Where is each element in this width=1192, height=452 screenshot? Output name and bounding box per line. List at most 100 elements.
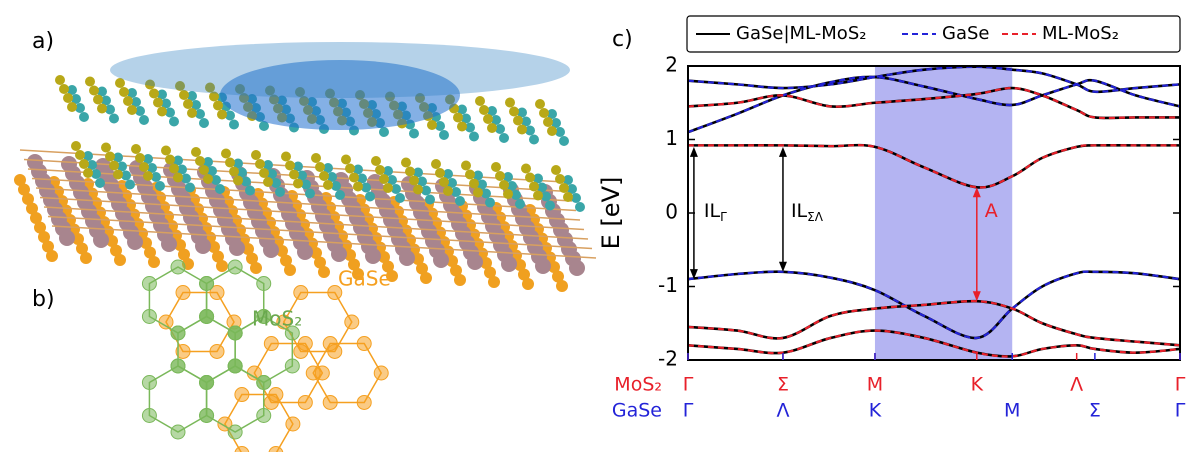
atom [395,193,405,203]
annotation-subscript: Γ [720,210,727,224]
atom [59,84,69,94]
atom [114,254,126,266]
atom [439,177,449,187]
y-tick-label: -1 [658,273,678,297]
atom [357,337,371,351]
atom [379,174,389,184]
x-tick-label: Σ [1089,400,1101,422]
atom [228,260,242,274]
x-tick-label: K [869,400,882,422]
atom [89,86,99,96]
atom [200,277,214,291]
charge-density [110,42,570,98]
atom [171,260,185,274]
atom [216,260,228,272]
y-axis-label: E [eV] [597,177,625,250]
atom [143,171,153,181]
atom [454,274,466,286]
atom [63,93,73,103]
atom [529,135,539,145]
atom [79,112,89,122]
atom [374,366,388,380]
atom [173,173,183,183]
atom [255,159,265,169]
atom [250,262,262,274]
atom [539,108,549,118]
atom [525,173,535,183]
atom [297,244,313,260]
atom [71,141,81,151]
atom [439,130,449,140]
atom [503,189,513,199]
atom [453,113,463,123]
atom [529,182,539,192]
atom [55,75,65,85]
x-row-label: GaSe [612,400,662,422]
panel-label: b) [32,287,55,312]
atom [123,96,133,106]
atom [142,277,156,291]
atom [375,165,385,175]
atom [345,164,355,174]
atom [469,132,479,142]
atom [228,359,242,373]
atom [157,107,167,117]
atom [323,180,333,190]
figure: a) b) c) GaSe MoS₂ -2-1012E [eV]MoS₂ΓΣMK… [0,0,1192,452]
atom [543,117,553,127]
atom [59,230,75,246]
atom [281,152,291,162]
atom [200,376,214,390]
atom [365,192,375,202]
atom [161,236,177,252]
atom [353,182,363,192]
atom [305,189,315,199]
atom [483,114,493,124]
x-tick-label: M [1004,400,1020,422]
atom [371,156,381,166]
atom [171,359,185,373]
atom [420,272,432,284]
atom [475,96,485,106]
atom [215,184,225,194]
atom [357,395,371,409]
atom [556,280,568,292]
atom [259,168,269,178]
x-tick-label: K [971,374,984,396]
atom [109,114,119,124]
atom [473,188,483,198]
atom [488,276,500,288]
atom [533,191,543,201]
atom [306,366,320,380]
atom [275,187,285,197]
atom [443,186,453,196]
atom [125,180,135,190]
atom [545,201,555,211]
atom [345,315,359,329]
atom [427,120,437,130]
atom [251,150,261,160]
atom [79,159,89,169]
atom [176,286,190,300]
atom [183,99,193,109]
atom [115,78,125,88]
atom [495,171,505,181]
x-tick-label: Γ [683,400,694,422]
y-tick-label: 0 [665,200,678,224]
x-tick-label: Γ [1175,400,1186,422]
atom [513,116,523,126]
atom [119,87,129,97]
atom [46,250,58,262]
annotation-text: IL [704,200,721,222]
atom [521,164,531,174]
atom [195,238,211,254]
atom [199,118,209,128]
atom [318,266,330,278]
atom [365,248,381,264]
x-tick-label: Σ [777,374,789,396]
atom [169,117,179,127]
atom [109,161,119,171]
annotation-label: A [985,200,998,222]
atom [171,326,185,340]
